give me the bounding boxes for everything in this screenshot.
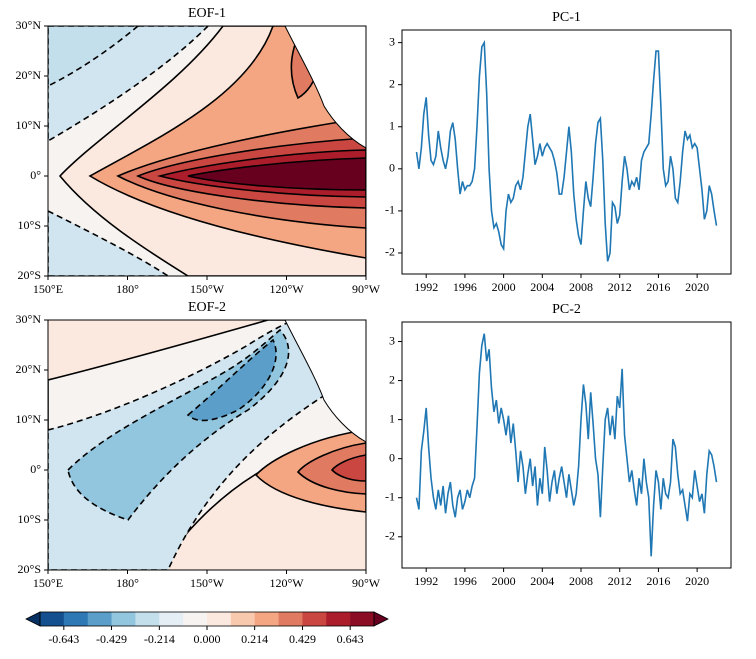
y-tick-label: 2 [389,76,395,90]
y-tick-label: 30°N [16,312,42,326]
x-tick-label: 90°W [352,282,381,296]
eof2-field [48,320,366,570]
x-tick-label: 150°W [190,576,225,590]
panel-title: PC-2 [552,302,581,317]
colorbar-bin [135,612,160,626]
y-tick-label: 3 [389,333,395,347]
y-tick-label: 20°N [16,362,42,376]
y-tick-label: 10°N [16,412,42,426]
x-tick-label: 150°E [33,576,63,590]
pc-line [415,333,718,557]
x-tick-label: 120°W [269,576,304,590]
y-tick-label: 0 [389,450,395,464]
x-tick-label: 2020 [685,574,709,588]
axes-frame [401,29,732,275]
x-tick-label: 2000 [492,574,516,588]
panel-title: EOF-1 [188,6,226,21]
y-tick-label: 3 [389,34,395,48]
y-tick-label: 10°N [16,118,42,132]
colorbar-tick-label: 0.000 [194,632,221,646]
colorbar-tick-label: 0.429 [289,632,316,646]
colorbar-tick-label: -0.214 [144,632,175,646]
x-tick-label: 1992 [414,280,438,294]
x-tick-label: 1996 [453,574,477,588]
colorbar-bin [40,612,65,626]
x-tick-label: 2008 [569,280,593,294]
y-tick-label: 0 [389,161,395,175]
x-tick-label: 90°W [352,576,381,590]
y-tick-label: 0° [30,462,41,476]
x-tick-label: 120°W [269,282,304,296]
colorbar-bin [87,612,112,626]
y-tick-label: 1 [389,411,395,425]
y-tick-label: 30°N [16,18,42,32]
y-tick-label: -2 [385,245,395,259]
y-tick-label: 10°S [18,512,41,526]
x-tick-label: 2012 [608,280,632,294]
panel-title: EOF-2 [188,300,226,315]
colorbar-bin [326,612,351,626]
x-tick-label: 2004 [530,574,554,588]
y-tick-label: -1 [385,203,395,217]
x-tick-label: 2020 [685,280,709,294]
x-tick-label: 2000 [492,280,516,294]
x-tick-label: 1996 [453,280,477,294]
colorbar-bin [278,612,303,626]
x-tick-label: 2008 [569,574,593,588]
colorbar-over [373,611,389,627]
colorbar-under [25,611,41,627]
y-tick-label: 20°S [18,562,41,576]
axes-frame [401,321,732,569]
x-tick-label: 1992 [414,574,438,588]
colorbar-bin [350,612,375,626]
y-tick-label: 10°S [18,218,41,232]
y-tick-label: -2 [385,529,395,543]
x-tick-label: 150°E [33,282,63,296]
x-tick-label: 180° [116,282,139,296]
x-tick-label: 2016 [646,280,670,294]
y-tick-label: 20°S [18,268,41,282]
colorbar-bin [302,612,327,626]
colorbar-bin [63,612,89,626]
panel-title: PC-1 [552,10,581,25]
pc-line [415,39,718,262]
y-tick-label: 1 [389,119,395,133]
colorbar-bin [207,612,232,626]
y-tick-label: 2 [389,372,395,386]
eof1-field [48,26,366,276]
colorbar-tick-label: 0.214 [241,632,268,646]
x-tick-label: 180° [116,576,139,590]
colorbar-tick-label: 0.643 [337,632,364,646]
colorbar-bin [230,612,256,626]
colorbar-tick-label: -0.429 [96,632,127,646]
colorbar-bin [159,612,184,626]
colorbar-bin [183,612,208,626]
colorbar-bin [254,612,279,626]
x-tick-label: 2012 [608,574,632,588]
x-tick-label: 2016 [646,574,670,588]
x-tick-label: 2004 [530,280,554,294]
y-tick-label: 0° [30,168,41,182]
colorbar-tick-label: -0.643 [48,632,79,646]
y-tick-label: -1 [385,489,395,503]
x-tick-label: 150°W [190,282,225,296]
colorbar-bin [111,612,136,626]
y-tick-label: 20°N [16,68,42,82]
